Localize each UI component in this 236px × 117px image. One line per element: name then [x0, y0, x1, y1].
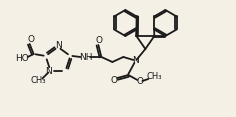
Text: N: N — [132, 57, 139, 66]
Text: CH₃: CH₃ — [30, 76, 46, 85]
Text: O: O — [27, 35, 34, 44]
Text: N: N — [46, 67, 52, 76]
Text: O: O — [111, 77, 118, 86]
Text: HO: HO — [15, 55, 29, 64]
Text: O: O — [137, 77, 144, 86]
Text: O: O — [96, 37, 103, 46]
Text: CH₃: CH₃ — [147, 73, 162, 81]
Text: NH: NH — [79, 53, 93, 62]
Text: N: N — [55, 41, 62, 50]
